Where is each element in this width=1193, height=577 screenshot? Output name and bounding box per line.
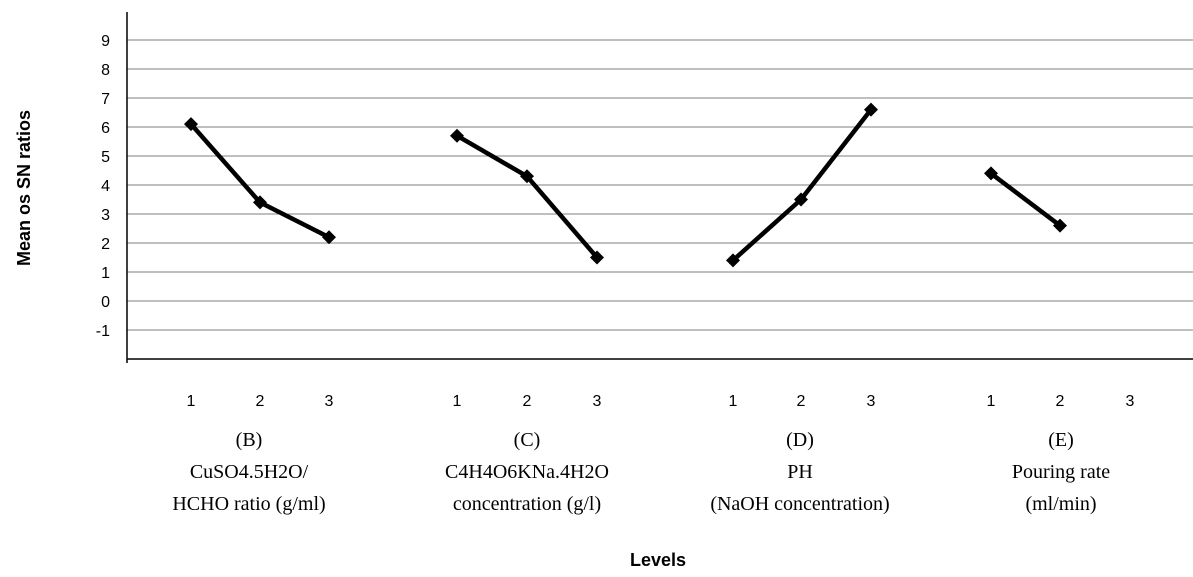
group-labels: (B) CuSO4.5H2O/HCHO ratio (g/ml) (C) C4H4O6… <box>172 429 1110 515</box>
data-point-marker <box>450 128 464 143</box>
y-tick-label: 6 <box>101 120 110 137</box>
x-tick-label: 2 <box>256 393 265 410</box>
data-point-marker <box>864 102 878 117</box>
group-label-line: concentration (g/l) <box>453 493 601 515</box>
group-label-line: CuSO4.5H2O/ <box>190 461 309 483</box>
group-label-line: (B) <box>236 429 263 451</box>
data-point-marker <box>253 195 267 210</box>
y-tick-label: 5 <box>101 149 110 166</box>
data-point-marker <box>1053 218 1067 233</box>
group-label-line: (C) <box>514 429 541 451</box>
data-point-marker <box>520 169 534 184</box>
data-point-marker <box>590 250 604 265</box>
x-tick-label: 3 <box>325 393 334 410</box>
group-label-line: C4H4O6KNa.4H2O <box>445 461 609 483</box>
group-label-line: HCHO ratio (g/ml) <box>172 493 325 515</box>
x-tick-label: 2 <box>523 393 532 410</box>
group-label-line: (D) <box>786 429 814 451</box>
gridlines <box>127 39 1193 360</box>
x-tick-label: 2 <box>797 393 806 410</box>
x-tick-label: 1 <box>729 393 738 410</box>
y-tick-label: 8 <box>101 62 110 79</box>
x-tick-label: 1 <box>187 393 196 410</box>
group-label-line: (NaOH concentration) <box>710 493 889 515</box>
series-lines <box>184 102 1067 268</box>
y-axis-title: Mean os SN ratios <box>14 110 34 266</box>
y-tick-label: 1 <box>101 265 110 282</box>
y-tick-labels: 9 8 7 6 5 4 3 2 1 0 -1 <box>96 33 110 340</box>
y-tick-label: 4 <box>101 178 110 195</box>
x-tick-label: 3 <box>1126 393 1135 410</box>
y-tick-label: 2 <box>101 236 110 253</box>
group-label-line: PH <box>787 461 813 483</box>
data-point-marker <box>984 166 998 181</box>
data-point-marker <box>322 230 336 245</box>
series-line <box>989 171 1062 228</box>
x-tick-label: 3 <box>593 393 602 410</box>
data-point-marker <box>794 192 808 207</box>
group-label-line: Pouring rate <box>1012 461 1110 483</box>
y-tick-label: 7 <box>101 91 110 108</box>
x-tick-label: 1 <box>453 393 462 410</box>
data-point-marker <box>726 253 740 268</box>
y-tick-label: 3 <box>101 207 110 224</box>
x-tick-label: 2 <box>1056 393 1065 410</box>
y-tick-label: 0 <box>101 294 110 311</box>
x-tick-label: 1 <box>987 393 996 410</box>
group-label-line: (ml/min) <box>1025 493 1096 515</box>
group-label-line: (E) <box>1048 429 1074 451</box>
y-tick-label: 9 <box>101 33 110 50</box>
x-axis-title: Levels <box>630 550 686 570</box>
x-tick-label: 3 <box>867 393 876 410</box>
series-line <box>189 122 331 240</box>
data-point-marker <box>184 117 198 132</box>
x-tick-labels: 1 2 3 1 2 3 1 2 3 1 2 3 <box>187 393 1135 410</box>
series-line <box>455 133 599 259</box>
y-tick-label: -1 <box>96 323 110 340</box>
